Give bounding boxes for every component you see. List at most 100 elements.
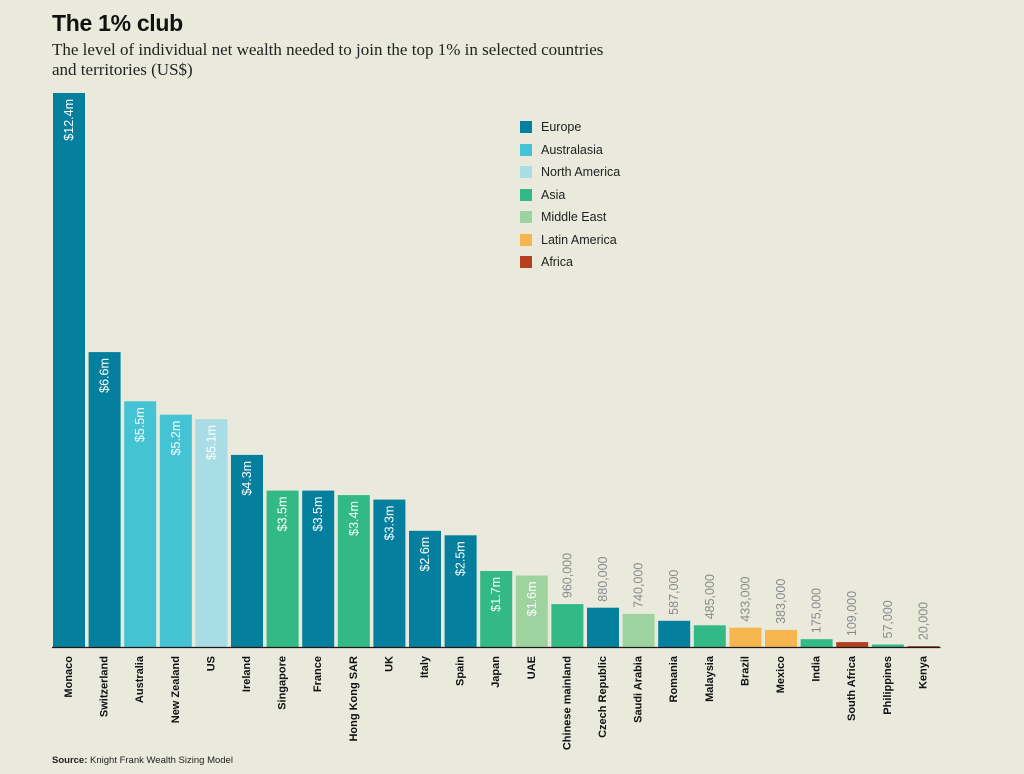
category-label-france: France (312, 656, 324, 692)
value-label-brazil: 433,000 (738, 576, 752, 621)
legend-label: Australasia (541, 142, 603, 157)
value-label-switzerland: $6.6m (98, 358, 112, 393)
bar-india (800, 639, 833, 647)
legend-label: Africa (541, 255, 573, 270)
source-text: Knight Frank Wealth Sizing Model (90, 755, 233, 766)
category-label-brazil: Brazil (739, 656, 751, 686)
legend-swatch-latin-america (520, 233, 532, 246)
category-label-czech-republic: Czech Republic (597, 656, 609, 738)
legend-item-australasia: Australasia (520, 139, 620, 162)
category-label-japan: Japan (490, 656, 502, 688)
category-label-saudi-arabia: Saudi Arabia (633, 655, 645, 723)
bar-ireland (231, 454, 263, 647)
category-label-philippines: Philippines (882, 656, 894, 715)
legend-swatch-asia (520, 188, 532, 201)
category-label-singapore: Singapore (277, 656, 289, 710)
legend-swatch-north-america (520, 166, 532, 179)
bar-uk (373, 499, 406, 647)
value-label-australia: $5.5m (133, 407, 147, 442)
bar-south-africa (836, 642, 869, 647)
bar-saudi-arabia (622, 613, 655, 647)
legend-item-africa: Africa (520, 251, 620, 274)
value-label-uk: $3.3m (382, 506, 396, 541)
value-label-india: 175,000 (810, 588, 824, 633)
legend-item-asia: Asia (520, 184, 620, 207)
legend-label: Latin America (541, 232, 617, 247)
value-label-chinese-mainland: 960,000 (560, 553, 574, 598)
category-label-india: India (811, 655, 823, 682)
bar-kenya (907, 646, 940, 647)
bar-philippines (871, 644, 904, 647)
value-label-new-zealand: $5.2m (169, 421, 183, 456)
bar-chinese-mainland (551, 604, 584, 647)
category-label-romania: Romania (668, 655, 680, 702)
category-label-spain: Spain (455, 656, 467, 686)
value-label-us: $5.1m (204, 425, 218, 460)
bar-italy (409, 530, 441, 647)
bar-singapore (266, 490, 299, 647)
bar-mexico (765, 629, 797, 647)
source-note: Source: Knight Frank Wealth Sizing Model (52, 755, 233, 766)
bar-switzerland (88, 352, 121, 647)
chart-title: The 1% club (52, 10, 183, 36)
legend-item-middle-east: Middle East (520, 206, 620, 229)
bar-new-zealand (159, 414, 192, 647)
value-label-kenya: 20,000 (916, 602, 930, 640)
bar-uae (515, 575, 548, 647)
value-label-mexico: 383,000 (774, 579, 788, 624)
bar-malaysia (693, 625, 726, 647)
value-label-monaco: $12.4m (62, 99, 76, 141)
category-label-italy: Italy (419, 655, 431, 678)
legend: Europe Australasia North America Asia Mi… (520, 116, 620, 274)
legend-item-latin-america: Latin America (520, 229, 620, 252)
value-label-romania: 587,000 (667, 570, 681, 615)
source-label: Source: (52, 755, 88, 766)
value-label-saudi-arabia: 740,000 (632, 563, 646, 608)
legend-item-north-america: North America (520, 161, 620, 184)
category-label-kenya: Kenya (917, 655, 929, 689)
value-label-ireland: $4.3m (240, 461, 254, 496)
legend-label: Middle East (541, 210, 607, 225)
value-label-uae: $1.6m (525, 582, 539, 617)
category-label-australia: Australia (134, 655, 146, 703)
bar-brazil (729, 627, 762, 647)
bar-us (195, 419, 228, 647)
value-label-france: $3.5m (311, 497, 325, 532)
category-label-malaysia: Malaysia (704, 655, 716, 702)
bar-monaco (53, 93, 85, 647)
bar-czech-republic (587, 607, 619, 647)
value-label-italy: $2.6m (418, 537, 432, 572)
category-label-switzerland: Switzerland (99, 656, 111, 717)
category-label-new-zealand: New Zealand (170, 656, 182, 723)
value-label-japan: $1.7m (489, 577, 503, 612)
value-label-south-africa: 109,000 (845, 591, 859, 636)
value-label-spain: $2.5m (454, 541, 468, 576)
category-label-monaco: Monaco (63, 656, 75, 698)
legend-label: Europe (541, 120, 582, 135)
bar-spain (444, 535, 477, 647)
bar-hong-kong-sar (337, 495, 370, 647)
category-label-chinese-mainland: Chinese mainland (561, 656, 573, 750)
legend-item-europe: Europe (520, 116, 620, 139)
bar-france (302, 490, 335, 647)
bar-romania (658, 620, 691, 647)
legend-swatch-europe (520, 121, 532, 134)
value-label-philippines: 57,000 (881, 600, 895, 638)
category-label-uk: UK (383, 656, 395, 672)
bar-japan (480, 571, 513, 647)
category-label-hong-kong-sar: Hong Kong SAR (348, 656, 360, 742)
chart-subtitle: The level of individual net wealth neede… (52, 40, 604, 79)
legend-label: Asia (541, 187, 566, 202)
value-label-czech-republic: 880,000 (596, 556, 610, 601)
category-label-south-africa: South Africa (846, 655, 858, 721)
category-label-uae: UAE (526, 656, 538, 679)
category-label-mexico: Mexico (775, 656, 787, 694)
value-label-singapore: $3.5m (276, 497, 290, 532)
value-label-malaysia: 485,000 (703, 574, 717, 619)
category-label-us: US (205, 656, 217, 671)
value-label-hong-kong-sar: $3.4m (347, 501, 361, 536)
legend-swatch-africa (520, 256, 532, 269)
category-label-ireland: Ireland (241, 656, 253, 692)
legend-label: North America (541, 165, 621, 180)
